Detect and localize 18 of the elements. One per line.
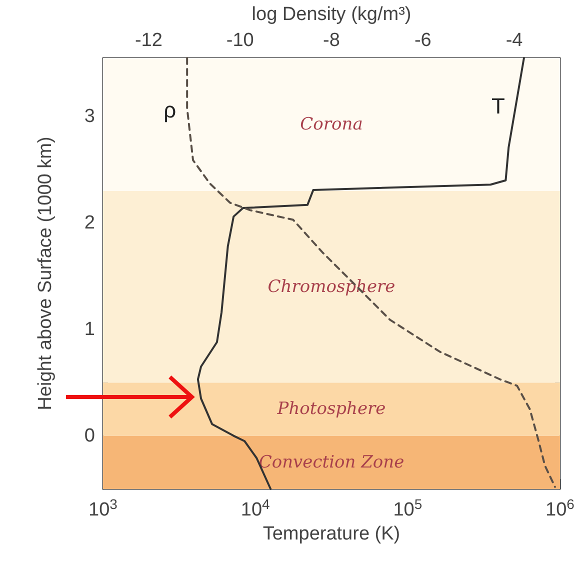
y-axis-title: Height above Surface (1000 km)	[35, 136, 56, 410]
x2-axis-title: log Density (kg/m³)	[252, 4, 412, 25]
band-label: Photosphere	[276, 399, 386, 420]
x-axis-title: Temperature (K)	[262, 523, 400, 544]
y-tick-label: 1	[84, 318, 95, 340]
band-label: Chromosphere	[268, 276, 396, 297]
x2-tick-label: -10	[226, 30, 254, 51]
x2-tick-label: -12	[134, 30, 162, 51]
y-tick-label: 0	[84, 425, 95, 446]
y-tick-label: 3	[84, 106, 95, 128]
series-label: ρ	[164, 98, 176, 122]
band-label: Corona	[300, 114, 363, 135]
y-tick-label: 2	[84, 212, 95, 234]
x2-tick-label: -8	[323, 30, 340, 51]
x2-tick-label: -6	[414, 30, 432, 51]
band-label: Convection Zone	[258, 452, 404, 472]
series-label: T	[492, 94, 505, 118]
x2-tick-label: -4	[506, 30, 524, 51]
